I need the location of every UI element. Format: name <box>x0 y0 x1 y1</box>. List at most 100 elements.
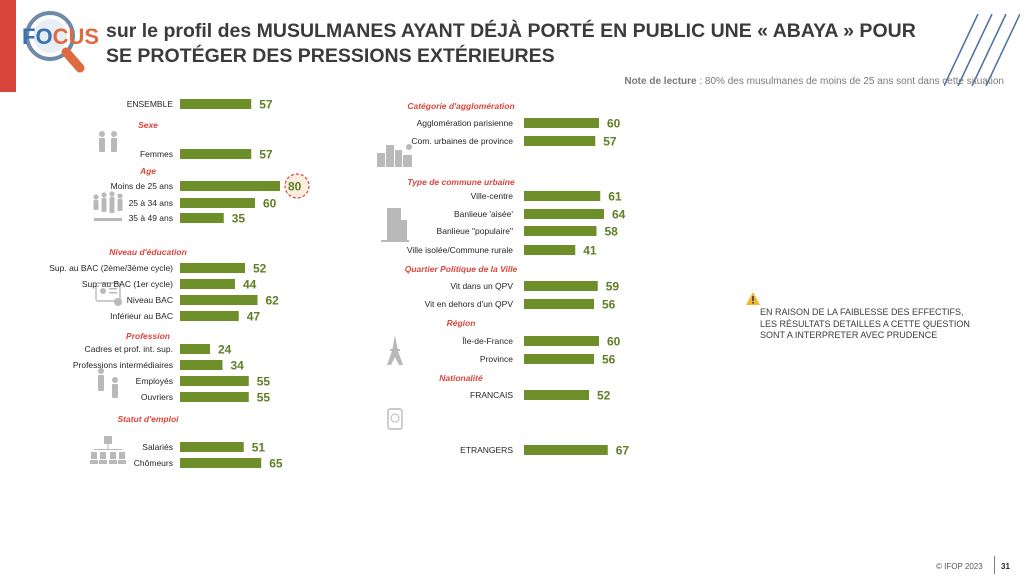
bar <box>180 279 235 289</box>
svg-text:FOCUS: FOCUS <box>22 24 99 49</box>
value-label: 34 <box>231 359 245 373</box>
accent-band <box>0 0 16 92</box>
value-label: 56 <box>602 298 616 312</box>
warning-icon <box>746 292 760 305</box>
footer-separator <box>994 556 995 574</box>
bar <box>180 360 223 370</box>
section-label: Quartier Politique de la Ville <box>405 264 518 274</box>
value-label: 65 <box>269 457 283 471</box>
bar <box>524 336 599 346</box>
value-label: 55 <box>257 375 271 389</box>
bar <box>180 376 249 386</box>
bar <box>524 191 601 201</box>
category-label: Chômeurs <box>134 458 173 468</box>
passport-icon <box>387 408 403 430</box>
category-label: Salariés <box>142 442 173 452</box>
value-label: 62 <box>266 294 280 308</box>
value-label: 57 <box>259 148 273 162</box>
city-icon <box>377 144 412 167</box>
category-label: 35 à 49 ans <box>129 213 173 223</box>
bar <box>180 442 244 452</box>
focus-logo: FOCUS <box>22 11 99 73</box>
bar <box>180 458 262 468</box>
bar <box>180 213 224 223</box>
bar <box>524 445 608 455</box>
warning-text: EN RAISON DE LA FAIBLESSE DES EFFECTIFS,… <box>760 307 970 340</box>
category-label: Banlieue 'aisée' <box>454 209 513 219</box>
category-label: Employés <box>136 376 173 386</box>
bar <box>524 136 596 146</box>
section-label: Catégorie d'agglomération <box>407 101 514 111</box>
people-icon <box>99 131 117 152</box>
value-label: 57 <box>259 98 273 112</box>
bar <box>524 245 576 255</box>
category-label: Sup. au BAC (1er cycle) <box>82 279 173 289</box>
age-group-icon <box>93 191 123 221</box>
value-label: 60 <box>607 335 621 349</box>
bar <box>180 99 252 109</box>
category-label: Banlieue "populaire" <box>437 226 513 236</box>
page-number: 31 <box>1001 562 1010 571</box>
category-label: Vit dans un QPV <box>450 281 513 291</box>
value-label: 59 <box>606 280 620 294</box>
category-label: Femmes <box>140 149 173 159</box>
section-label: Profession <box>126 331 170 341</box>
category-label: ETRANGERS <box>460 445 513 455</box>
category-label: Cadres et prof. int. sup. <box>85 344 173 354</box>
bar <box>180 392 249 402</box>
bar <box>524 390 589 400</box>
value-label: 35 <box>232 212 246 226</box>
value-label: 52 <box>253 262 267 276</box>
value-label: 52 <box>597 389 611 403</box>
category-label: 25 à 34 ans <box>129 198 173 208</box>
value-label: 67 <box>616 444 630 458</box>
bar <box>180 198 255 208</box>
section-label: Age <box>139 166 156 176</box>
value-label: 24 <box>218 343 232 357</box>
category-label: ENSEMBLE <box>127 99 174 109</box>
page-title: sur le profil des MUSULMANES AYANT DÉJÀ … <box>106 20 916 67</box>
value-label: 56 <box>602 353 616 367</box>
category-label: Inférieur au BAC <box>110 311 173 321</box>
section-label: Nationalité <box>439 373 483 383</box>
category-label: Ville-centre <box>471 191 514 201</box>
value-label: 80 <box>288 180 302 194</box>
bar <box>180 311 239 321</box>
category-label: Ouvriers <box>141 392 173 402</box>
category-label: Niveau BAC <box>127 295 173 305</box>
bar <box>180 295 258 305</box>
bar <box>180 149 252 159</box>
bar <box>180 181 280 191</box>
section-label: Sexe <box>138 120 158 130</box>
category-label: Sup. au BAC (2ème/3ème cycle) <box>49 263 173 273</box>
bar <box>524 354 594 364</box>
section-label: Niveau d'éducation <box>109 247 187 257</box>
category-label: Province <box>480 354 513 364</box>
copyright: © IFOP 2023 <box>936 562 983 571</box>
highlight-circle <box>284 173 310 199</box>
value-label: 57 <box>603 135 617 149</box>
building-icon <box>381 208 409 242</box>
eiffel-tower-icon <box>387 335 403 365</box>
category-label: FRANCAIS <box>470 390 513 400</box>
workers-icon <box>98 368 118 398</box>
reading-note-label: Note de lecture <box>624 76 697 87</box>
value-label: 51 <box>252 441 266 455</box>
bar <box>524 281 598 291</box>
reading-note: Note de lecture : 80% des musulmanes de … <box>0 76 1004 87</box>
bar <box>180 344 210 354</box>
bar <box>524 118 599 128</box>
category-label: Com. urbaines de province <box>411 136 513 146</box>
category-label: Agglomération parisienne <box>417 118 514 128</box>
value-label: 47 <box>247 310 261 324</box>
value-label: 60 <box>607 117 621 131</box>
bar <box>524 226 597 236</box>
value-label: 64 <box>612 208 626 222</box>
bar <box>524 299 594 309</box>
bar <box>524 209 604 219</box>
value-label: 61 <box>608 190 622 204</box>
org-chart-icon <box>90 436 126 464</box>
category-label: Vit en dehors d'un QPV <box>425 299 514 309</box>
section-label: Type de commune urbaine <box>407 177 515 187</box>
